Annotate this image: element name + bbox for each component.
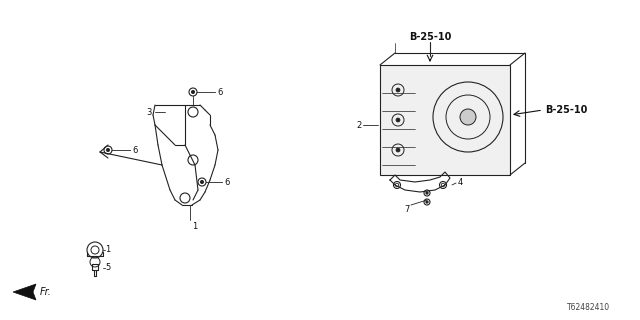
Text: 4: 4 (458, 178, 463, 187)
Text: B-25-10: B-25-10 (545, 105, 588, 115)
Text: 7: 7 (404, 205, 410, 214)
Text: B-25-10: B-25-10 (409, 32, 451, 42)
Circle shape (396, 148, 400, 152)
FancyBboxPatch shape (380, 65, 510, 175)
Circle shape (396, 118, 400, 122)
Circle shape (200, 180, 204, 184)
Circle shape (426, 192, 428, 194)
Text: 6: 6 (224, 178, 229, 187)
Text: T62482410: T62482410 (567, 303, 610, 312)
Text: 1: 1 (105, 245, 110, 254)
Text: 6: 6 (217, 87, 222, 97)
Circle shape (426, 201, 428, 203)
Text: 1: 1 (192, 222, 197, 231)
Circle shape (396, 88, 400, 92)
Polygon shape (13, 284, 36, 300)
Text: 6: 6 (132, 146, 138, 155)
Text: 2: 2 (356, 121, 362, 130)
Circle shape (106, 148, 109, 152)
Text: 5: 5 (105, 263, 110, 273)
Text: 3: 3 (147, 108, 152, 116)
Circle shape (460, 109, 476, 125)
Text: Fr.: Fr. (40, 287, 52, 297)
Circle shape (191, 91, 195, 93)
